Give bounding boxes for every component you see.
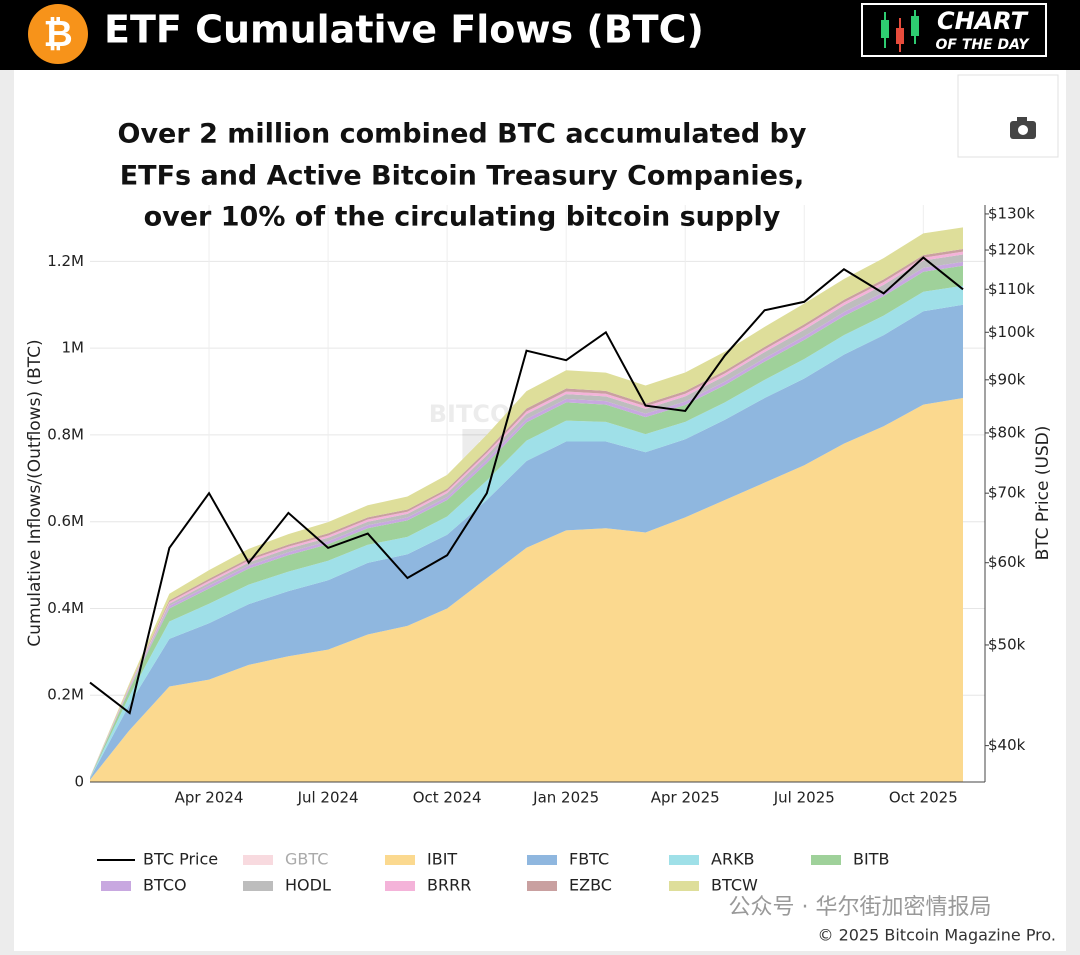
header-title: ETF Cumulative Flows (BTC): [104, 8, 704, 52]
x-tick-label: Apr 2025: [651, 789, 720, 807]
y-axis-title: Cumulative Inflows/(Outflows) (BTC): [25, 339, 45, 646]
y2-tick-label: $80k: [988, 423, 1026, 441]
y2-tick-label: $60k: [988, 553, 1026, 571]
x-tick-label: Oct 2025: [889, 789, 958, 807]
area: [90, 398, 963, 782]
badge-line: CHART: [937, 7, 1029, 35]
area: [90, 285, 963, 779]
plot: 0 0.2M 0.4M 0.6M 0.8M 1M 1.2M $40k $50k $60k $70k $…: [47, 204, 1035, 894]
legend-swatch: [385, 855, 415, 865]
area: [90, 265, 963, 779]
legend-swatch: [669, 855, 699, 865]
x-tick-label: Apr 2024: [175, 789, 244, 807]
badge: [861, 3, 1047, 57]
logo-symbol: ₿: [43, 14, 72, 55]
legend-swatch: [527, 881, 557, 891]
legend-label[interactable]: FBTC: [569, 850, 609, 869]
legend-swatch: [527, 855, 557, 865]
y2-tick-label: $70k: [988, 484, 1026, 502]
y-tick-label: 1.2M: [47, 252, 84, 270]
price-line: [89, 256, 964, 715]
legend-label[interactable]: IBIT: [427, 850, 457, 869]
camera-icon[interactable]: [1010, 117, 1036, 139]
y2-tick-label: $50k: [988, 635, 1026, 653]
y-tick-label: 0.2M: [47, 686, 84, 704]
y2-tick-label: $40k: [988, 736, 1026, 754]
y-tick-label: 0.6M: [47, 512, 84, 530]
y-tick-label: 0.4M: [47, 599, 84, 617]
x-tick-label: Jul 2025: [773, 789, 835, 807]
x-tick-label: Oct 2024: [413, 789, 482, 807]
toolbar: [957, 74, 1059, 158]
copyright: © 2025 Bitcoin Magazine Pro.: [817, 926, 1056, 945]
annotation: over 10% of the circulating bitcoin supp…: [144, 202, 781, 233]
annotation: Over 2 million combined BTC accumulated …: [118, 119, 807, 150]
legend-label[interactable]: BRRR: [427, 876, 471, 895]
badge-candles: [881, 10, 919, 52]
legend-swatch: [385, 881, 415, 891]
legend-label[interactable]: BTC Price: [143, 850, 218, 869]
y-tick-label: 0.8M: [47, 425, 84, 443]
y2-tick-label: $130k: [988, 204, 1035, 222]
legend-swatch: [243, 855, 273, 865]
legend-label[interactable]: BITB: [853, 850, 889, 869]
legend-swatch: [669, 881, 699, 891]
area: [90, 227, 963, 778]
area: [90, 304, 963, 780]
y2-axis-title: BTC Price (USD): [1033, 426, 1053, 561]
y-tick-label: 1M: [62, 339, 85, 357]
legend-swatch: [243, 881, 273, 891]
x-tick-label: Jan 2025: [532, 789, 599, 807]
legend-swatch: [101, 881, 131, 891]
legend-label[interactable]: BTCW: [711, 876, 758, 895]
y2-tick-label: $100k: [988, 323, 1035, 341]
legend-label[interactable]: ARKB: [711, 850, 755, 869]
badge-line: OF THE DAY: [935, 37, 1030, 53]
x-tick-label: Jul 2024: [297, 789, 359, 807]
y2-tick-label: $120k: [988, 241, 1035, 259]
footer-watermark: 公众号 · 华尔街加密情报局: [729, 895, 992, 920]
annotation: ETFs and Active Bitcoin Treasury Compani…: [120, 161, 805, 192]
y-tick-label: 0: [74, 773, 84, 791]
legend-swatch: [811, 855, 841, 865]
bitcoin-logo: [28, 4, 88, 64]
legend-label[interactable]: GBTC: [285, 850, 328, 869]
legend-label[interactable]: HODL: [285, 876, 331, 895]
legend-label[interactable]: BTCO: [143, 876, 187, 895]
y2-tick-label: $110k: [988, 280, 1035, 298]
y2-tick-label: $90k: [988, 370, 1026, 388]
legend-label[interactable]: EZBC: [569, 876, 612, 895]
